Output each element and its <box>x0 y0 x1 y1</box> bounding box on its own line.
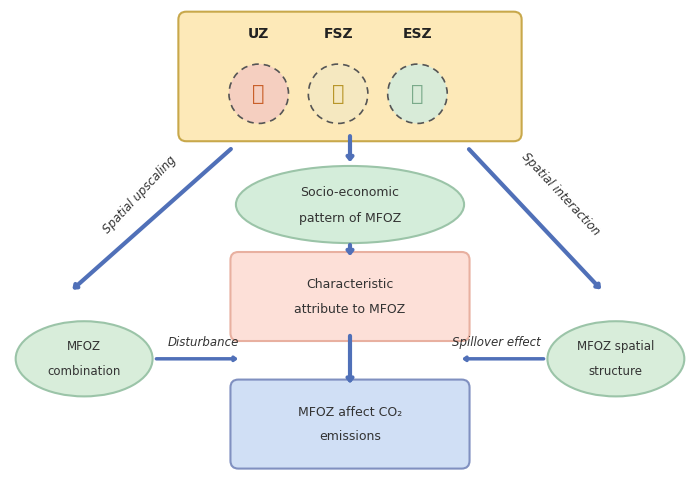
Text: MFOZ spatial: MFOZ spatial <box>578 340 655 353</box>
Text: 🏙: 🏙 <box>253 84 265 104</box>
FancyBboxPatch shape <box>178 12 522 141</box>
FancyBboxPatch shape <box>230 380 470 469</box>
Text: ESZ: ESZ <box>402 27 433 41</box>
Ellipse shape <box>547 321 685 396</box>
Text: combination: combination <box>48 365 121 378</box>
Ellipse shape <box>15 321 153 396</box>
Circle shape <box>388 64 447 123</box>
Text: emissions: emissions <box>319 430 381 444</box>
Text: attribute to MFOZ: attribute to MFOZ <box>295 303 405 316</box>
Text: structure: structure <box>589 365 643 378</box>
FancyBboxPatch shape <box>230 252 470 341</box>
Text: Spillover effect: Spillover effect <box>452 337 541 349</box>
Text: MFOZ affect CO₂: MFOZ affect CO₂ <box>298 406 402 419</box>
Text: Characteristic: Characteristic <box>307 278 393 291</box>
Text: FSZ: FSZ <box>323 27 353 41</box>
Text: MFOZ: MFOZ <box>67 340 101 353</box>
Text: UZ: UZ <box>248 27 270 41</box>
Circle shape <box>229 64 288 123</box>
Text: Disturbance: Disturbance <box>167 337 239 349</box>
Text: 🌳: 🌳 <box>411 84 424 104</box>
Text: Socio-economic: Socio-economic <box>300 186 400 199</box>
Text: pattern of MFOZ: pattern of MFOZ <box>299 212 401 225</box>
Circle shape <box>308 64 368 123</box>
Text: Spatial interaction: Spatial interaction <box>519 151 602 239</box>
Ellipse shape <box>236 166 464 243</box>
Text: 🏡: 🏡 <box>332 84 344 104</box>
Text: Spatial upscaling: Spatial upscaling <box>101 153 178 236</box>
